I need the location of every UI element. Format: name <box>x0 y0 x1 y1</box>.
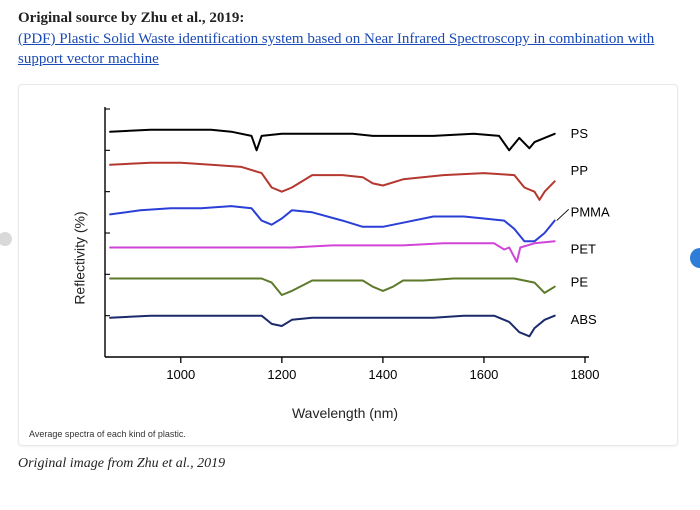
figure-caption: Original image from Zhu et al., 2019 <box>18 456 682 472</box>
series-label-pe: PE <box>571 274 589 289</box>
series-abs <box>110 315 555 336</box>
svg-text:1800: 1800 <box>571 367 600 382</box>
chart-svg: 1000 1200 1400 1600 1800 PS PP PMMA PET PE ABS <box>85 103 655 403</box>
series-label-abs: ABS <box>571 311 597 326</box>
figure-container: Reflectivity (%) 10001200140016001800PSP… <box>18 84 678 446</box>
series-pet <box>110 241 555 262</box>
right-side-indicator <box>690 248 700 268</box>
series-pe <box>110 278 555 295</box>
svg-text:1600: 1600 <box>469 367 498 382</box>
series-label-pp: PP <box>571 163 588 178</box>
series-label-pet: PET <box>571 241 596 256</box>
source-link[interactable]: (PDF) Plastic Solid Waste identification… <box>18 31 654 67</box>
x-axis-label: Wavelength (nm) <box>292 405 398 421</box>
svg-text:1400: 1400 <box>368 367 397 382</box>
series-label-ps: PS <box>571 125 589 140</box>
series-pp <box>110 162 555 199</box>
spectra-chart: Reflectivity (%) 10001200140016001800PSP… <box>25 93 665 423</box>
series-pmma <box>110 206 555 241</box>
left-margin-dot <box>0 232 12 246</box>
svg-text:1200: 1200 <box>267 367 296 382</box>
source-prefix: Original source by Zhu et al., 2019: <box>18 10 682 27</box>
svg-text:1000: 1000 <box>166 367 195 382</box>
series-ps <box>110 129 555 150</box>
series-label-pmma: PMMA <box>571 204 610 219</box>
chart-subcaption: Average spectra of each kind of plastic. <box>29 429 671 439</box>
